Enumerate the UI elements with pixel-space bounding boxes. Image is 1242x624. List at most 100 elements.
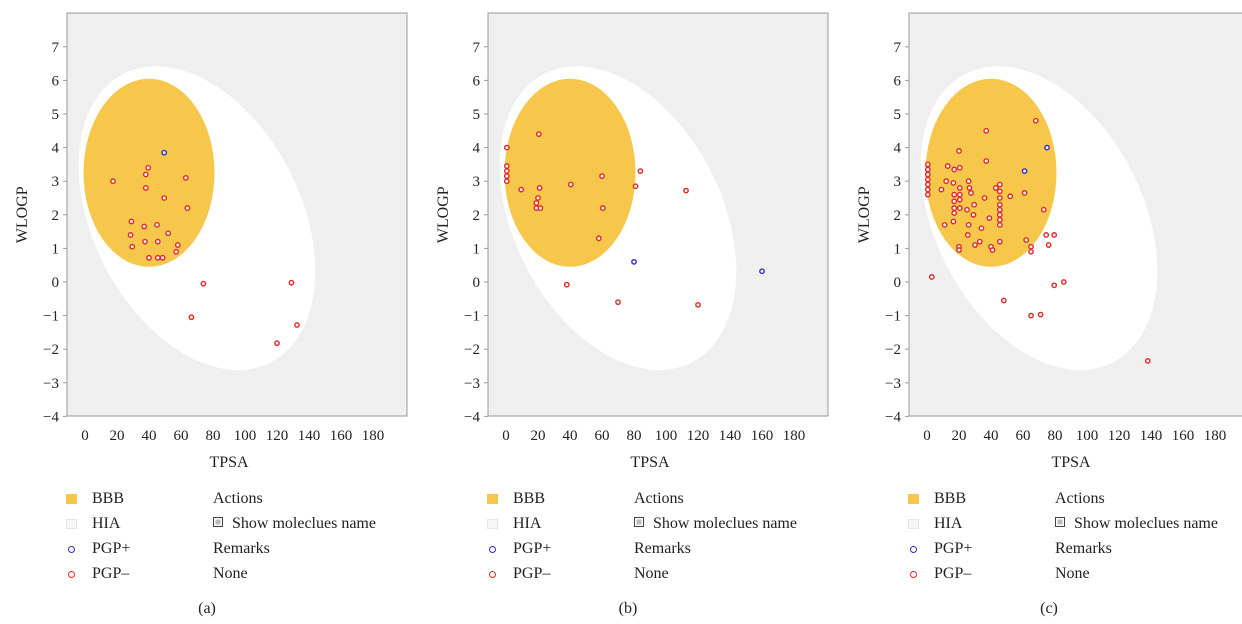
pgp-minus-point — [950, 218, 957, 225]
pgp-minus-point — [159, 254, 166, 261]
pgp-minus-point — [1028, 248, 1034, 255]
pgp-minus-point — [503, 173, 510, 180]
pgp-minus-point — [154, 238, 161, 245]
x-tick-label: 60 — [595, 428, 610, 444]
x-tick-label: 100 — [1076, 428, 1099, 444]
y-tick-label: −2 — [43, 342, 59, 358]
pgp-minus-point — [695, 301, 701, 308]
pgp-minus-point — [1032, 117, 1039, 124]
pgp-minus-point — [996, 181, 1003, 188]
pgp-minus-point — [996, 188, 1003, 195]
pgp-minus-point — [981, 195, 988, 201]
pgp-minus-point — [938, 186, 945, 193]
x-tick-label: 180 — [362, 428, 385, 444]
pgp-minus-point — [200, 280, 207, 287]
pgp-minus-point — [145, 164, 152, 171]
pgp-minus-point — [924, 186, 931, 193]
bbb-swatch-icon — [908, 494, 919, 504]
pgp-minus-point — [964, 206, 970, 213]
pgp-minus-point — [1028, 312, 1034, 319]
pgp-minus-marker-icon — [910, 571, 917, 578]
show-names-checkbox-icon[interactable] — [1055, 517, 1065, 527]
x-tick-label: 80 — [627, 428, 642, 444]
pgp-minus-point — [956, 164, 963, 171]
y-tick-label: 3 — [473, 174, 481, 190]
pgp-minus-point — [599, 205, 606, 211]
pgp-minus-point — [154, 221, 160, 228]
show-names-toggle[interactable]: Show moleclues name — [213, 515, 376, 533]
pgp-minus-point — [182, 174, 189, 181]
show-names-label: Show moleclues name — [653, 515, 797, 532]
show-names-checkbox-icon[interactable] — [634, 517, 644, 527]
remarks-value: None — [213, 565, 248, 582]
show-names-toggle[interactable]: Show moleclues name — [634, 515, 797, 533]
pgp-minus-point — [567, 181, 574, 188]
actions-heading: Actions — [213, 490, 263, 507]
pgp-minus-point — [976, 238, 983, 245]
x-tick-label: 160 — [751, 428, 774, 444]
scatter-plot-c: −4 −3 −2 −1 0 1 2 3 4 5 6 7 0 20 40 60 80 100 120 140 160 180… — [856, 12, 1242, 617]
y-tick-label: −2 — [464, 342, 480, 358]
pgp-minus-point — [1040, 206, 1047, 213]
pgp-minus-point — [1045, 242, 1052, 248]
pgp-minus-point — [1007, 193, 1014, 200]
pgp-minus-point — [978, 225, 985, 232]
pgp-minus-point — [1051, 282, 1058, 289]
scatter-plot-a: −4 −3 −2 −1 0 1 2 3 4 5 6 7 0 20 40 60 80 100 120 140 160 180… — [14, 12, 408, 617]
pgp-minus-point — [956, 247, 962, 253]
legend-a: BBB HIA PGP+ PGP– Actions Show moleclues… — [42, 490, 442, 590]
y-tick-label: 3 — [894, 174, 902, 190]
pgp-minus-point — [1037, 311, 1044, 318]
show-names-checkbox-icon[interactable] — [213, 517, 223, 527]
pgp-minus-point — [971, 201, 978, 208]
hia-swatch-icon — [487, 519, 498, 529]
legend-label-pgp-plus: PGP+ — [513, 540, 552, 557]
pgp-minus-point — [536, 185, 543, 191]
remarks-heading: Remarks — [634, 540, 691, 557]
x-tick-label: 20 — [531, 428, 546, 444]
bbb-region — [504, 78, 636, 267]
pgp-minus-point — [983, 127, 990, 134]
y-tick-label: 1 — [894, 241, 902, 257]
pgp-minus-point — [503, 144, 510, 151]
show-names-toggle[interactable]: Show moleclues name — [1055, 515, 1218, 533]
y-tick-label: 6 — [52, 73, 60, 89]
figure-caption: (c) — [1040, 600, 1058, 617]
pgp-minus-point — [595, 235, 602, 242]
x-tick-label: 120 — [266, 428, 289, 444]
pgp-plus-point — [1021, 168, 1028, 175]
pgp-minus-point — [129, 243, 136, 250]
pgp-minus-point — [110, 178, 116, 185]
y-tick-label: 2 — [894, 208, 902, 224]
pgp-plus-marker-icon — [489, 546, 496, 553]
pgp-minus-point — [964, 232, 971, 238]
y-tick-label: 6 — [473, 73, 481, 89]
pgp-minus-point — [154, 254, 161, 261]
pgp-minus-point — [174, 242, 181, 248]
pgp-minus-point — [173, 248, 180, 255]
pgp-minus-point — [184, 205, 191, 211]
y-tick-label: −1 — [885, 309, 901, 325]
pgp-minus-point — [1051, 232, 1058, 238]
pgp-minus-point — [989, 247, 996, 253]
pgp-minus-marker-icon — [68, 571, 75, 578]
pgp-minus-point — [683, 187, 689, 194]
x-tick-label: 40 — [563, 428, 578, 444]
pgp-minus-point — [996, 211, 1003, 218]
pgp-minus-point — [941, 221, 948, 228]
legend-label-bbb: BBB — [513, 490, 546, 507]
pgp-minus-point — [996, 195, 1003, 201]
x-tick-label: 120 — [687, 428, 710, 444]
pgp-minus-point — [943, 178, 950, 185]
x-tick-label: 180 — [783, 428, 806, 444]
pgp-minus-point — [924, 191, 931, 198]
y-tick-label: −1 — [464, 309, 480, 325]
x-tick-label: 80 — [1048, 428, 1063, 444]
x-tick-label: 0 — [502, 428, 510, 444]
pgp-minus-point — [537, 205, 544, 211]
pgp-minus-point — [1000, 297, 1007, 304]
x-tick-label: 140 — [1140, 428, 1163, 444]
y-tick-label: 7 — [473, 40, 481, 56]
y-tick-label: 2 — [473, 208, 481, 224]
pgp-minus-point — [951, 210, 958, 217]
